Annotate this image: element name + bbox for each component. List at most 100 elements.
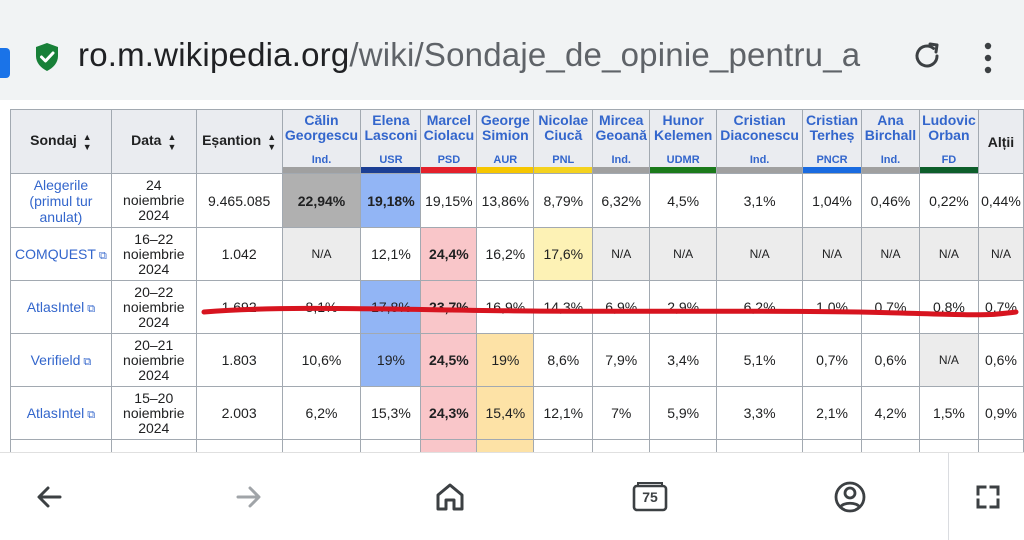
candidate-name[interactable]: Elena Lasconi [364, 112, 418, 143]
candidate-party[interactable]: FD [941, 154, 957, 166]
back-arrow-icon[interactable] [30, 477, 70, 517]
header-sample[interactable]: Eșantion ▲ ▼ [195, 109, 283, 174]
poll-value [649, 439, 718, 452]
poll-name-link[interactable]: Verifield ⧉ [10, 333, 112, 387]
party-color-bar [920, 167, 978, 173]
header-date[interactable]: Data ▲ ▼ [110, 109, 197, 174]
candidate-name[interactable]: Hunor Kelemen [653, 112, 713, 143]
party-color-bar [862, 167, 919, 173]
candidate-name[interactable]: Călin Georgescu [284, 112, 359, 143]
poll-value: 17,8% [360, 280, 422, 334]
tabs-icon[interactable] [630, 477, 670, 517]
poll-sample: 1.803 [195, 333, 283, 387]
page-content[interactable]: Sondaj ▲ ▼ Data ▲ ▼ Eșantion ▲ ▼ Călin Georges… [0, 100, 1024, 452]
candidate-name[interactable]: Cristian Terheș [805, 112, 859, 143]
poll-name[interactable]: AtlasIntel [26, 404, 85, 421]
candidate-party[interactable]: AUR [493, 154, 518, 166]
candidate-party[interactable]: Ind. [311, 154, 332, 166]
candidate-name[interactable]: Ludovic Orban [922, 112, 976, 143]
candidate-party[interactable]: UDMR [666, 154, 700, 166]
table-row: AtlasIntel ⧉ 20–22 noiembrie 2024 1.692 8,1%… [10, 280, 1024, 334]
poll-name-link[interactable]: AtlasIntel ⧉ [10, 386, 112, 440]
url-path: /wiki/Sondaje_de_opinie_pentru_a [349, 36, 861, 73]
poll-value: 19% [476, 333, 535, 387]
poll-value: 3,1% [716, 173, 804, 228]
poll-value: 24,5% [420, 333, 478, 387]
header-candidate[interactable]: Nicolae Ciucă PNL [533, 109, 594, 174]
forward-arrow-icon[interactable] [228, 477, 268, 517]
poll-value: 6,2% [716, 280, 804, 334]
poll-name-link[interactable]: COMQUEST ⧉ [10, 227, 112, 281]
poll-name[interactable]: Alegerile (primul tur anulat) [29, 176, 93, 225]
url-text[interactable]: ro.m.wikipedia.org/wiki/Sondaje_de_opini… [78, 36, 908, 74]
candidate-party[interactable]: Ind. [749, 154, 770, 166]
candidate-party[interactable]: USR [379, 154, 403, 166]
party-color-bar [421, 167, 476, 173]
header-candidate[interactable]: Hunor Kelemen UDMR [649, 109, 718, 174]
poll-value: 7% [592, 386, 651, 440]
header-candidate[interactable]: Marcel Ciolacu PSD [420, 109, 478, 174]
more-vert-icon[interactable] [976, 40, 1000, 76]
poll-value: 6,32% [592, 173, 651, 228]
candidate-party[interactable]: Ind. [880, 154, 901, 166]
candidate-name[interactable]: Nicolae Ciucă [538, 112, 589, 143]
poll-name[interactable]: AtlasIntel [26, 298, 85, 315]
poll-date: 14–20 [110, 439, 197, 452]
poll-value: 8,1% [281, 280, 362, 334]
poll-value: 2,1% [802, 386, 862, 440]
poll-name[interactable]: Verifield [30, 351, 81, 368]
poll-name-link[interactable]: AtlasIntel ⧉ [10, 280, 112, 334]
poll-value: 3,4% [649, 333, 718, 387]
table-row: COMQUEST ⧉ 16–22 noiembrie 2024 1.042 N/A 12,… [10, 227, 1024, 281]
reload-icon[interactable] [911, 40, 943, 72]
candidate-name[interactable]: Marcel Ciolacu [423, 112, 475, 143]
shield-check-icon[interactable] [34, 42, 60, 72]
header-candidate[interactable]: Mircea Geoană Ind. [592, 109, 651, 174]
home-icon[interactable] [430, 477, 470, 517]
poll-value: 0,22% [918, 173, 979, 228]
poll-sample: 1.042 [195, 227, 283, 281]
header-candidate[interactable]: George Simion AUR [476, 109, 535, 174]
poll-value: 2,9% [649, 280, 718, 334]
poll-value: 1,04% [802, 173, 862, 228]
candidate-party[interactable]: PNL [552, 154, 575, 166]
poll-date: 15–20 noiembrie 2024 [110, 386, 197, 440]
party-color-bar [283, 167, 360, 173]
poll-value: 15,4% [476, 386, 535, 440]
candidate-name[interactable]: George Simion [480, 112, 530, 143]
header-candidate[interactable]: Călin Georgescu Ind. [281, 109, 362, 174]
poll-date: 20–21 noiembrie 2024 [110, 333, 197, 387]
poll-sample: 9.465.085 [195, 173, 283, 228]
header-others[interactable]: Alții [977, 109, 1024, 174]
poll-name-link[interactable]: Alegerile (primul tur anulat) [10, 173, 112, 228]
candidate-name[interactable]: Ana Birchall [864, 112, 917, 143]
poll-value: 12,1% [360, 227, 422, 281]
candidate-name[interactable]: Cristian Diaconescu [720, 112, 799, 143]
poll-value [476, 439, 535, 452]
poll-value: 19% [360, 333, 422, 387]
tab-count: 75 [642, 489, 658, 505]
poll-name-link[interactable] [10, 439, 112, 452]
poll-value: 0,7% [861, 280, 920, 334]
candidate-name[interactable]: Mircea Geoană [595, 112, 647, 143]
poll-value: 17,6% [533, 227, 594, 281]
poll-value: N/A [977, 227, 1024, 281]
header-candidate[interactable]: Cristian Diaconescu Ind. [716, 109, 804, 174]
candidate-party[interactable]: PSD [437, 154, 461, 166]
candidate-party[interactable]: Ind. [611, 154, 631, 166]
poll-value [592, 439, 651, 452]
status-bar [0, 0, 1024, 14]
fullscreen-icon[interactable] [968, 477, 1008, 517]
poll-value: 5,9% [649, 386, 718, 440]
header-poll[interactable]: Sondaj ▲ ▼ [10, 109, 112, 174]
poll-name[interactable]: COMQUEST [15, 245, 96, 262]
candidate-party[interactable]: PNCR [816, 154, 848, 166]
nav-divider [948, 453, 949, 540]
poll-value: 24,3% [420, 386, 478, 440]
header-candidate[interactable]: Cristian Terheș PNCR [802, 109, 862, 174]
header-candidate[interactable]: Ludovic Orban FD [918, 109, 979, 174]
header-candidate[interactable]: Ana Birchall Ind. [861, 109, 920, 174]
account-icon[interactable] [830, 477, 870, 517]
external-link-icon: ⧉ [98, 249, 107, 262]
header-candidate[interactable]: Elena Lasconi USR [360, 109, 422, 174]
